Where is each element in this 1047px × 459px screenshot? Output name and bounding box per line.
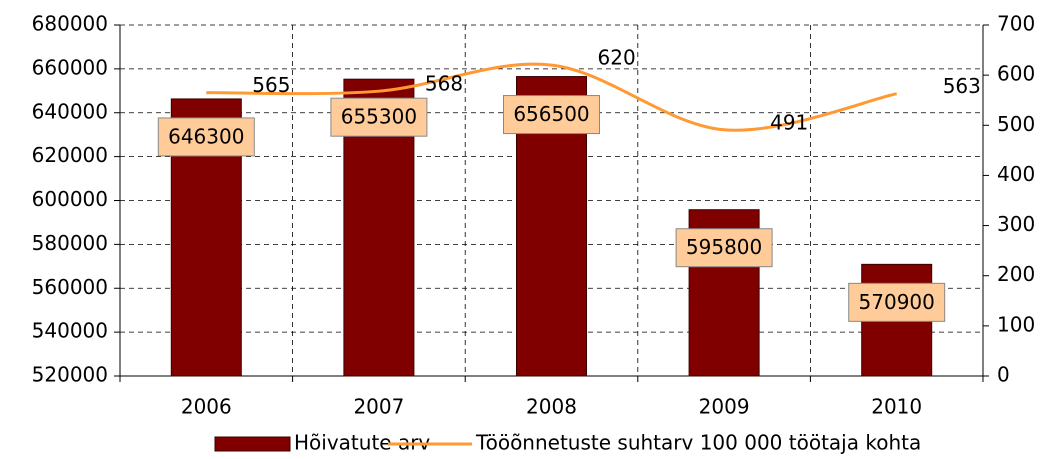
y2-tick-label: 400 — [997, 162, 1035, 186]
data-label-box — [330, 97, 428, 137]
y-tick-label: 660000 — [32, 55, 108, 79]
line-data-label: 620 — [598, 46, 636, 70]
y-tick-label: 620000 — [32, 143, 108, 167]
y-tick-label: 640000 — [32, 99, 108, 123]
y2-tick-label: 500 — [997, 112, 1035, 136]
line — [206, 62, 898, 132]
y2-tick-label: 100 — [997, 312, 1035, 336]
data-label: 655300 — [341, 105, 417, 129]
y2-tick-label: 700 — [997, 12, 1035, 36]
line-data-label: 491 — [770, 110, 808, 134]
data-label-box — [503, 95, 600, 135]
y-tick-label: 520000 — [32, 363, 108, 387]
y2-tick-label: 200 — [997, 262, 1035, 286]
data-label: 656500 — [513, 102, 589, 126]
y-tick-label: 540000 — [32, 319, 108, 343]
y2-tick-label: 300 — [997, 212, 1035, 236]
data-label-box — [675, 228, 773, 268]
legend-swatch — [214, 436, 291, 452]
line-data-label: 568 — [425, 72, 463, 96]
x-tick-label: 2007 — [353, 395, 404, 419]
data-label: 595800 — [686, 235, 762, 259]
x-tick-label: 2008 — [526, 395, 577, 419]
x-tick-label: 2009 — [699, 395, 750, 419]
x-tick-label: 2006 — [181, 395, 232, 419]
y2-tick-label: 0 — [997, 363, 1010, 387]
y-tick-label: 580000 — [32, 231, 108, 255]
y2-tick-label: 600 — [997, 62, 1035, 86]
legend-label: Tööõnnetuste suhtarv 100 000 töötaja koh… — [475, 431, 921, 455]
x-tick-label: 2010 — [871, 395, 922, 419]
y-tick-label: 680000 — [32, 12, 108, 36]
y-tick-label: 600000 — [32, 187, 108, 211]
line-data-label: 565 — [252, 73, 290, 97]
data-label-box — [157, 117, 255, 157]
data-label: 570900 — [859, 290, 935, 314]
data-label-box — [848, 282, 946, 322]
y-tick-label: 560000 — [32, 275, 108, 299]
data-label: 646300 — [168, 124, 244, 148]
line-data-label: 563 — [943, 74, 981, 98]
